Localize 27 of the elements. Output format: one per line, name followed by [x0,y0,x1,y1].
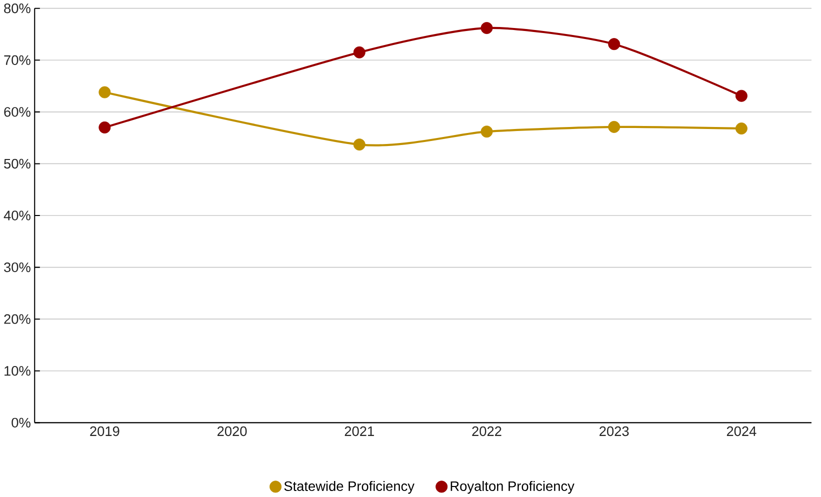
x-tick-label: 2023 [600,426,629,436]
point [353,138,366,151]
x-tick-label: 2019 [90,426,120,436]
point [480,22,493,34]
point [98,122,111,134]
point [353,46,366,59]
point [735,90,748,102]
x-tick-label: 2024 [726,426,756,436]
y-tick-label: 40% [4,210,30,221]
point [98,86,111,98]
legend-label: Royalton Proficiency [450,481,574,494]
point [608,121,620,134]
point [735,122,748,135]
y-tick-label: 70% [4,55,30,66]
x-tick-label: 2022 [472,426,502,436]
x-tick-label: 2020 [217,426,247,436]
legend-label: Statewide Proficiency [284,481,414,494]
y-tick-label: 50% [4,159,30,169]
y-tick-label: 20% [4,314,30,324]
point [480,126,493,138]
y-tick-label: 10% [4,366,30,376]
y-tick-label: 60% [4,107,30,117]
y-tick-label: 80% [4,4,30,14]
y-tick-label: 30% [4,262,30,272]
y-tick-label: 0% [12,418,30,428]
point [608,38,620,50]
x-tick-label: 2021 [344,426,374,436]
